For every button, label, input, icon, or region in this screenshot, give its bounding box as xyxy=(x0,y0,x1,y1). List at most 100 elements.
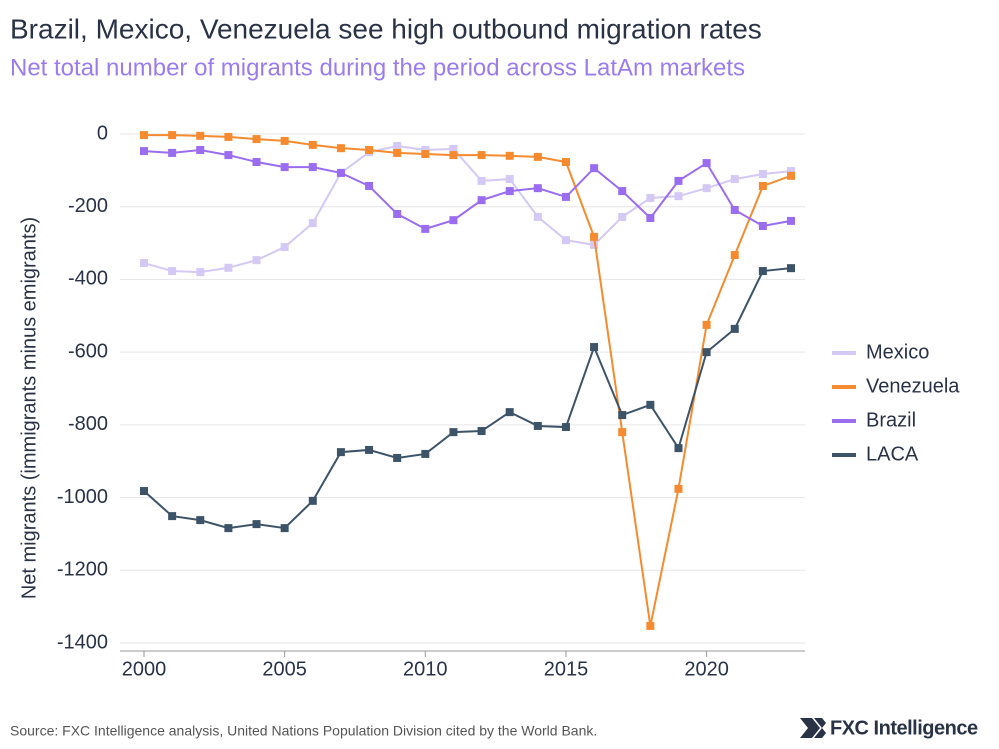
point xyxy=(336,448,345,457)
point xyxy=(421,224,430,233)
point xyxy=(533,184,542,193)
point xyxy=(590,343,599,352)
point xyxy=(393,453,402,462)
series-line xyxy=(143,144,792,274)
point xyxy=(646,621,655,630)
point xyxy=(449,151,458,160)
point xyxy=(365,181,374,190)
point xyxy=(758,169,767,178)
point xyxy=(477,151,486,160)
point xyxy=(758,221,767,230)
point xyxy=(674,444,683,453)
y-tick-label: -1200 xyxy=(57,559,108,581)
source: Source: FXC Intelligence analysis, Unite… xyxy=(10,723,597,739)
x-tick-label: 2015 xyxy=(544,658,589,680)
point xyxy=(533,212,542,221)
point xyxy=(449,428,458,437)
point xyxy=(787,264,795,273)
point xyxy=(730,175,739,184)
legend-label: Venezuela xyxy=(866,375,960,397)
point xyxy=(758,181,767,190)
point xyxy=(393,209,402,218)
legend-label: Mexico xyxy=(866,341,929,363)
point xyxy=(252,135,261,144)
x-tick-label: 2000 xyxy=(122,658,167,680)
point xyxy=(224,263,233,272)
y-axis-label: Net migrants (immigrants minus emigrants… xyxy=(18,217,40,599)
point xyxy=(336,168,345,177)
point xyxy=(196,516,205,525)
point xyxy=(224,524,233,533)
point xyxy=(674,192,683,201)
point xyxy=(618,187,627,196)
x-tick-label: 2010 xyxy=(403,658,448,680)
point xyxy=(421,149,430,158)
point xyxy=(365,145,374,154)
point xyxy=(505,408,514,417)
point xyxy=(561,236,570,245)
point xyxy=(561,192,570,201)
y-tick-label: -600 xyxy=(68,340,108,362)
point xyxy=(280,136,289,145)
point xyxy=(168,148,177,157)
point xyxy=(140,259,148,268)
point xyxy=(533,152,542,161)
y-tick-label: -1000 xyxy=(57,486,108,508)
point xyxy=(196,268,205,277)
point xyxy=(140,487,148,496)
point xyxy=(674,484,683,493)
point xyxy=(308,219,317,228)
point xyxy=(505,175,514,184)
point xyxy=(252,157,261,166)
legend-label: LACA xyxy=(866,443,919,465)
logo-icon xyxy=(800,718,826,738)
series-line xyxy=(143,148,792,230)
series-line xyxy=(143,267,792,530)
point xyxy=(646,400,655,409)
point xyxy=(702,348,711,357)
point xyxy=(308,496,317,505)
series-line xyxy=(144,134,792,627)
point xyxy=(421,449,430,458)
point xyxy=(590,164,599,173)
point xyxy=(646,193,655,202)
point xyxy=(590,232,599,241)
point xyxy=(646,213,655,222)
point xyxy=(449,216,458,225)
y-tick-label: -400 xyxy=(68,268,108,290)
point xyxy=(787,171,795,180)
point xyxy=(280,163,289,172)
point xyxy=(196,131,205,140)
point xyxy=(224,151,233,160)
point xyxy=(140,131,148,140)
point xyxy=(702,184,711,193)
point xyxy=(618,428,627,437)
y-tick-label: -200 xyxy=(68,195,108,217)
point xyxy=(168,131,177,140)
x-tick-label: 2020 xyxy=(684,658,729,680)
legend-label: Brazil xyxy=(866,409,916,431)
point xyxy=(730,251,739,260)
point xyxy=(140,147,148,156)
point xyxy=(252,256,261,265)
point xyxy=(365,445,374,454)
chart-subtitle: Net total number of migrants during the … xyxy=(10,54,745,81)
point xyxy=(618,411,627,420)
point xyxy=(308,140,317,149)
point xyxy=(308,163,317,172)
point xyxy=(758,267,767,276)
point xyxy=(196,145,205,154)
chart-title: Brazil, Mexico, Venezuela see high outbo… xyxy=(10,13,762,44)
point xyxy=(477,427,486,436)
point xyxy=(224,132,233,141)
point xyxy=(477,176,486,185)
point xyxy=(168,512,177,521)
point xyxy=(533,421,542,430)
point xyxy=(561,157,570,166)
y-tick-label: -1400 xyxy=(57,631,108,653)
point xyxy=(730,324,739,333)
point xyxy=(393,141,402,150)
point xyxy=(702,320,711,329)
point xyxy=(702,159,711,168)
